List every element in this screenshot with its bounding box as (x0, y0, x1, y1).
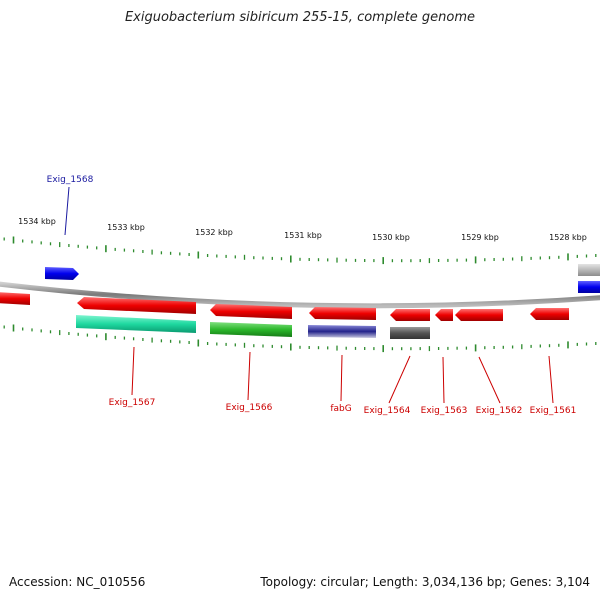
accession-text: Accession: NC_010556 (9, 575, 146, 589)
gene-rna-exig-1564[interactable] (390, 327, 430, 339)
scale-labels: 1534 kbp 1533 kbp 1532 kbp 1531 kbp 1530… (18, 217, 587, 242)
leader-line-exig-1568 (64, 186, 70, 236)
gene-label-exig-1561[interactable]: Exig_1561 (530, 406, 577, 416)
gene-label-exig-1568[interactable]: Exig_1568 (47, 175, 94, 185)
gene-arrow-exig-1568[interactable] (45, 267, 79, 280)
gene-feature-right-gray[interactable] (578, 264, 600, 276)
scale-label: 1532 kbp (195, 228, 233, 237)
gene-arrow-exig-1564[interactable] (390, 309, 430, 321)
gene-rna-fabg[interactable] (308, 325, 376, 338)
gene-rna-exig-1567[interactable] (76, 315, 196, 333)
gene-label-exig-1562[interactable]: Exig_1562 (476, 406, 523, 416)
gene-arrow-fabg[interactable] (309, 307, 376, 320)
reverse-strand-genes (0, 292, 569, 339)
gene-arrow-exig-1563[interactable] (435, 309, 453, 321)
scale-label: 1529 kbp (461, 233, 499, 242)
scale-label: 1534 kbp (18, 217, 56, 226)
gene-arrow-exig-1561[interactable] (530, 308, 569, 320)
leader-line-exig-1563 (442, 356, 445, 404)
scale-label: 1528 kbp (549, 233, 587, 242)
gene-labels: Exig_1568 Exig_1567 Exig_1566 fabG Exig_… (47, 175, 577, 416)
genome-summary-text: Topology: circular; Length: 3,034,136 bp… (260, 575, 590, 589)
forward-strand-genes (45, 264, 600, 293)
gene-arrow-exig-1567[interactable] (77, 297, 196, 314)
leader-line-fabg (340, 354, 343, 402)
genome-backbone (0, 281, 600, 309)
leader-line-exig-1561 (548, 355, 554, 404)
gene-arrow-exig-1566[interactable] (210, 304, 292, 319)
gene-arrow-exig-1562[interactable] (455, 309, 503, 321)
gene-rna-exig-1566[interactable] (210, 322, 292, 337)
gene-label-exig-1563[interactable]: Exig_1563 (421, 406, 468, 416)
map-title: Exiguobacterium sibiricum 255-15, comple… (124, 10, 476, 25)
leader-line-exig-1562 (478, 356, 501, 404)
scale-label: 1530 kbp (372, 233, 410, 242)
scale-label: 1533 kbp (107, 223, 145, 232)
leader-line-exig-1564 (388, 355, 411, 404)
scale-label: 1531 kbp (284, 231, 322, 240)
gene-label-fabg[interactable]: fabG (330, 404, 351, 414)
gene-label-exig-1564[interactable]: Exig_1564 (364, 406, 411, 416)
gene-feature-right-blue[interactable] (578, 281, 600, 293)
gene-label-exig-1566[interactable]: Exig_1566 (226, 403, 273, 413)
tick-row-group (3, 236, 597, 353)
leader-line-exig-1566 (247, 351, 251, 401)
label-leaders (64, 186, 554, 404)
leader-line-exig-1567 (131, 346, 135, 396)
gene-arrow-left-edge[interactable] (0, 292, 30, 305)
gene-label-exig-1567[interactable]: Exig_1567 (109, 398, 156, 408)
